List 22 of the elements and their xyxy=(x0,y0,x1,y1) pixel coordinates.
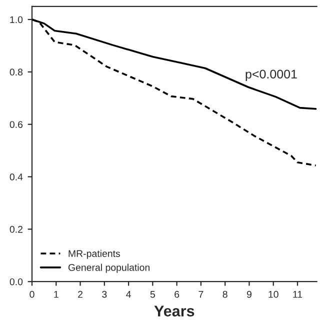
y-tick-label: 1.0 xyxy=(10,16,23,24)
legend-label: MR-patients xyxy=(68,250,120,259)
x-tick-label: 2 xyxy=(78,290,82,298)
x-tick-label: 10 xyxy=(268,290,278,298)
x-tick-label: 7 xyxy=(198,290,204,298)
x-tick-label: 11 xyxy=(293,290,302,298)
y-tick-label: 0.0 xyxy=(10,278,23,286)
x-tick-label: 6 xyxy=(174,290,180,298)
x-axis-title: Years xyxy=(154,306,194,316)
legend-label: General population xyxy=(68,264,150,273)
x-tick-label: 3 xyxy=(102,290,107,298)
x-tick-label: 8 xyxy=(222,290,228,298)
y-tick-label: 0.2 xyxy=(10,226,22,233)
x-tick-label: 4 xyxy=(126,290,131,298)
y-tick-label: 0.6 xyxy=(10,121,23,128)
annotation: p<0.0001 xyxy=(246,70,297,82)
x-tick-label: 9 xyxy=(246,290,252,298)
x-tick-label: 1 xyxy=(54,290,58,298)
x-tick-label: 0 xyxy=(30,290,34,298)
x-tick-label: 5 xyxy=(150,290,155,298)
y-tick-label: 0.8 xyxy=(10,68,23,76)
y-tick-label: 0.4 xyxy=(10,173,23,180)
